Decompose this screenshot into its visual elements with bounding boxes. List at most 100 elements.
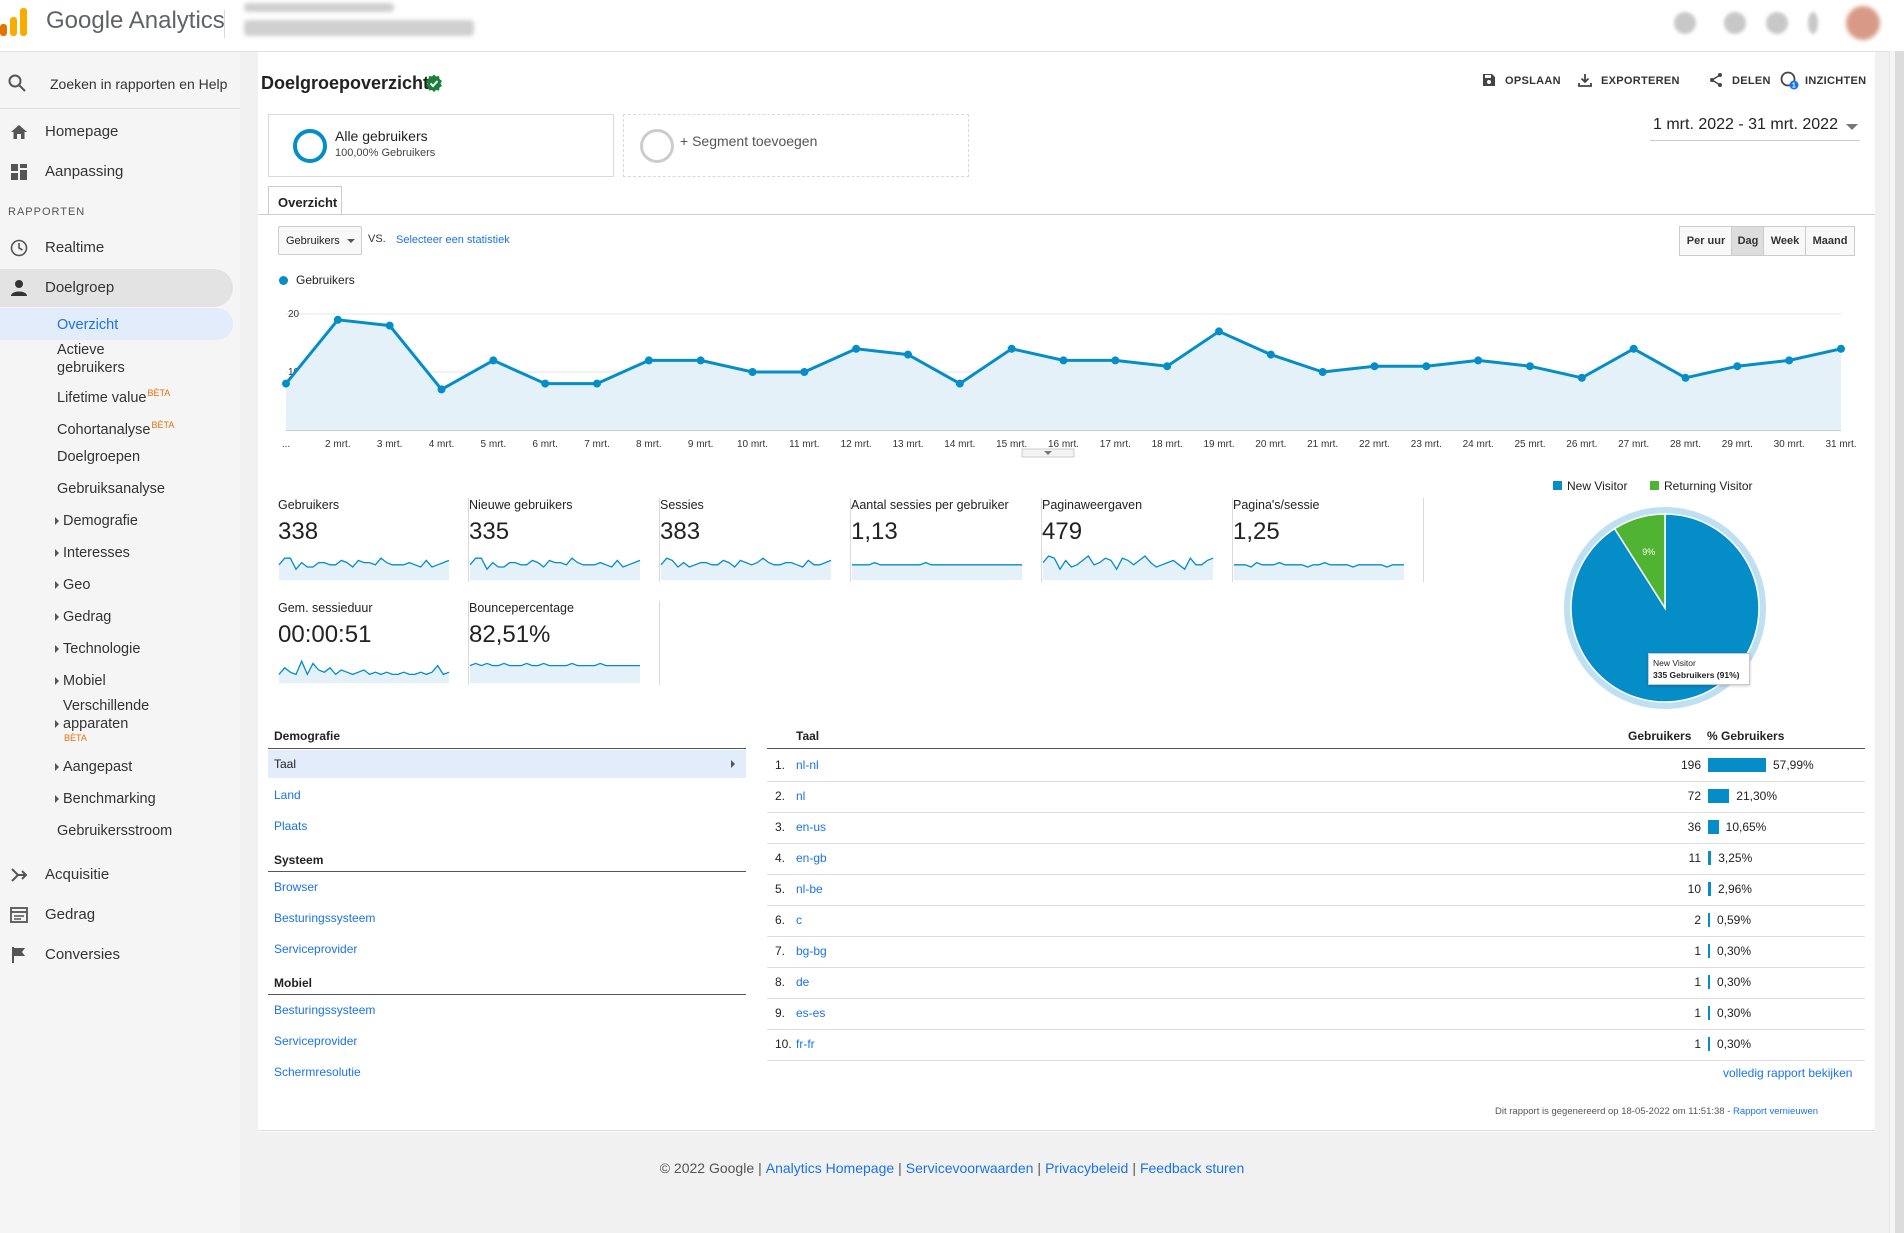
sidebar-sub-interesses[interactable]: Interesses: [55, 545, 130, 561]
row-index: 3.: [775, 820, 786, 834]
sparkline-area: [279, 558, 449, 580]
select-statistic-link[interactable]: Selecteer een statistiek: [396, 234, 510, 246]
row-language-link[interactable]: en-us: [796, 820, 827, 834]
export-button[interactable]: EXPORTEREN: [1578, 74, 1680, 87]
sidebar-sub-geo[interactable]: Geo: [54, 577, 91, 593]
group-item-serviceprovider[interactable]: Serviceprovider: [274, 942, 358, 956]
scorecard[interactable]: Nieuwe gebruikers 335: [469, 498, 660, 582]
scorecard[interactable]: Aantal sessies per gebruiker 1,13: [851, 498, 1042, 582]
scrollbar-thumb[interactable]: [1895, 51, 1904, 1233]
more-icon[interactable]: [1808, 12, 1818, 34]
apps-icon[interactable]: [1674, 12, 1696, 34]
row-language-link[interactable]: nl-nl: [796, 758, 819, 772]
sidebar-item-gedrag[interactable]: Gedrag: [0, 896, 240, 934]
granularity-day-button[interactable]: Dag: [1731, 226, 1765, 256]
granularity-week-button[interactable]: Week: [1763, 226, 1807, 256]
sidebar: [0, 52, 240, 1233]
search-input[interactable]: Zoeken in rapporten en Help: [50, 76, 228, 92]
sidebar-sub-overzicht[interactable]: Overzicht: [57, 317, 119, 333]
group-item-taal[interactable]: [268, 750, 746, 778]
account-selector[interactable]: [244, 3, 394, 12]
beta-badge: BÈTA: [64, 733, 87, 743]
sidebar-sub-verschillende[interactable]: Verschillende: [63, 698, 150, 714]
sidebar-sub-aangepast[interactable]: Aangepast: [54, 759, 133, 775]
group-item-mobile-serviceprovider[interactable]: Serviceprovider: [274, 1034, 358, 1048]
notifications-icon[interactable]: [1724, 12, 1746, 34]
save-button[interactable]: OPSLAAN: [1483, 74, 1561, 87]
scorecard-label: Gem. sessieduur: [278, 601, 373, 615]
tab-overzicht[interactable]: Overzicht: [268, 186, 342, 215]
granularity-month-button[interactable]: Maand: [1805, 226, 1855, 256]
row-users: 1: [1694, 975, 1701, 989]
row-language-link[interactable]: en-gb: [796, 851, 827, 865]
sidebar-sub-mobiel[interactable]: Mobiel: [55, 673, 106, 689]
date-range-picker[interactable]: 1 mrt. 2022 - 31 mrt. 2022: [1653, 116, 1838, 133]
sidebar-sub-gebruikersstroom[interactable]: Gebruikersstroom: [57, 823, 173, 839]
row-language-link[interactable]: c: [796, 913, 802, 927]
group-item-mobile-os[interactable]: Besturingssysteem: [274, 1003, 376, 1017]
sidebar-item-doelgroep[interactable]: Doelgroep: [0, 269, 233, 307]
row-language-link[interactable]: nl-be: [796, 882, 823, 896]
sidebar-sub-benchmarking[interactable]: Benchmarking: [55, 791, 156, 807]
property-selector[interactable]: [244, 20, 474, 36]
footer-link-privacy[interactable]: Privacybeleid: [1045, 1160, 1129, 1176]
row-language-link[interactable]: nl: [796, 789, 806, 803]
sidebar-item-acquisitie[interactable]: Acquisitie: [0, 856, 240, 894]
sparkline-line: [278, 557, 450, 571]
chevron-down-icon[interactable]: [1846, 124, 1858, 130]
refresh-report-link[interactable]: Rapport vernieuwen: [1733, 1106, 1819, 1117]
scorecard[interactable]: Sessies 383: [660, 498, 851, 582]
scorecard[interactable]: Paginaweergaven 479: [1042, 498, 1233, 582]
row-language-link[interactable]: fr-fr: [796, 1037, 815, 1051]
segment-all-users[interactable]: Alle gebruikers 100,00% Gebruikers: [268, 114, 614, 177]
sidebar-item-realtime[interactable]: Realtime: [0, 229, 240, 267]
group-item-land[interactable]: Land: [274, 788, 301, 802]
add-segment-button[interactable]: + Segment toevoegen: [623, 114, 969, 177]
scorecard-sparkline: [852, 561, 1022, 580]
row-language-link[interactable]: de: [796, 975, 810, 989]
scorecard[interactable]: Pagina's/sessie 1,25: [1233, 498, 1424, 582]
sidebar-sub-gedrag[interactable]: Gedrag: [54, 609, 112, 625]
sidebar-sub-cohortanalyse[interactable]: CohortanalyseBÈTA: [57, 416, 174, 439]
footer-link-feedback[interactable]: Feedback sturen: [1139, 1160, 1245, 1176]
sidebar-item-homepage[interactable]: Homepage: [0, 113, 240, 151]
avatar[interactable]: [1846, 6, 1880, 40]
insights-button[interactable]: 1 INZICHTEN: [1780, 71, 1866, 90]
search-box[interactable]: Zoeken in rapporten en Help: [0, 58, 240, 109]
sidebar-sub-actieve-1[interactable]: Actieve: [57, 342, 105, 358]
group-item-screen-resolution[interactable]: Schermresolutie: [274, 1065, 361, 1079]
sidebar-sub-gebruiksanalyse[interactable]: Gebruiksanalyse: [57, 481, 165, 497]
row-share-bar: [1708, 820, 1719, 834]
group-item-taal-label[interactable]: Taal: [274, 757, 297, 771]
granularity-label: Week: [1770, 235, 1800, 247]
page-title: Doelgroepoverzicht: [261, 73, 430, 93]
sidebar-item-label: Acquisitie: [45, 866, 110, 883]
sidebar-item-aanpassing[interactable]: Aanpassing: [0, 153, 240, 191]
sidebar-sub-actieve-2[interactable]: gebruikers: [57, 360, 125, 376]
x-tick-label: 8 mrt.: [636, 439, 662, 450]
sidebar-sub-doelgroepen[interactable]: Doelgroepen: [57, 449, 141, 465]
metric-select[interactable]: Gebruikers: [278, 226, 362, 255]
x-tick-label: 7 mrt.: [584, 439, 610, 450]
footer-link-terms[interactable]: Servicevoorwaarden: [905, 1160, 1034, 1176]
group-item-browser[interactable]: Browser: [274, 880, 319, 894]
group-item-plaats[interactable]: Plaats: [274, 819, 308, 833]
sidebar-sub-apparaten[interactable]: apparaten BÈTA: [54, 715, 128, 743]
granularity-hour-button[interactable]: Per uur: [1679, 226, 1733, 256]
share-button[interactable]: DELEN: [1710, 73, 1771, 87]
full-report-link[interactable]: volledig rapport bekijken: [1723, 1066, 1853, 1080]
row-language-link[interactable]: es-es: [796, 1006, 826, 1020]
footer-link-analytics-homepage[interactable]: Analytics Homepage: [765, 1160, 895, 1176]
sidebar-sub-demografie[interactable]: Demografie: [55, 513, 138, 529]
scorecard[interactable]: Gem. sessieduur 00:00:51: [278, 601, 469, 685]
sidebar-sub-technologie[interactable]: Technologie: [54, 641, 141, 657]
scorecard[interactable]: Bouncepercentage 82,51%: [469, 601, 660, 685]
tooltip-line1: New Visitor: [1653, 658, 1696, 668]
group-item-os[interactable]: Besturingssysteem: [274, 911, 376, 925]
sidebar-sub-lifetime-value[interactable]: Lifetime valueBÈTA: [57, 384, 170, 407]
help-icon[interactable]: [1766, 12, 1788, 34]
row-language-link[interactable]: bg-bg: [796, 944, 827, 958]
sidebar-item-conversies[interactable]: Conversies: [0, 936, 240, 974]
scorecard[interactable]: Gebruikers 338: [278, 498, 469, 582]
